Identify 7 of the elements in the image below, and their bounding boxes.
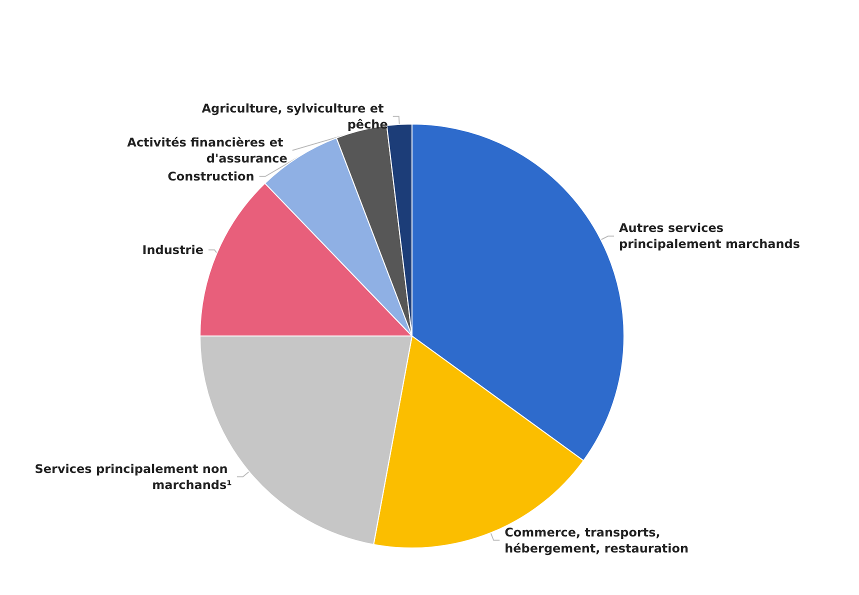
- slice-label: Industrie: [142, 242, 204, 257]
- slice-label: Activités financières et d'assurance: [127, 135, 288, 166]
- slice-label: Commerce, transports, hébergement, restauration: [504, 525, 689, 556]
- slice-label: Autres services principalement marchands: [619, 221, 800, 252]
- slice-label: Agriculture, sylviculture et pêche: [202, 101, 388, 132]
- slice-label: Services principalement non marchands¹: [34, 462, 232, 492]
- slice-label: Construction: [168, 169, 254, 184]
